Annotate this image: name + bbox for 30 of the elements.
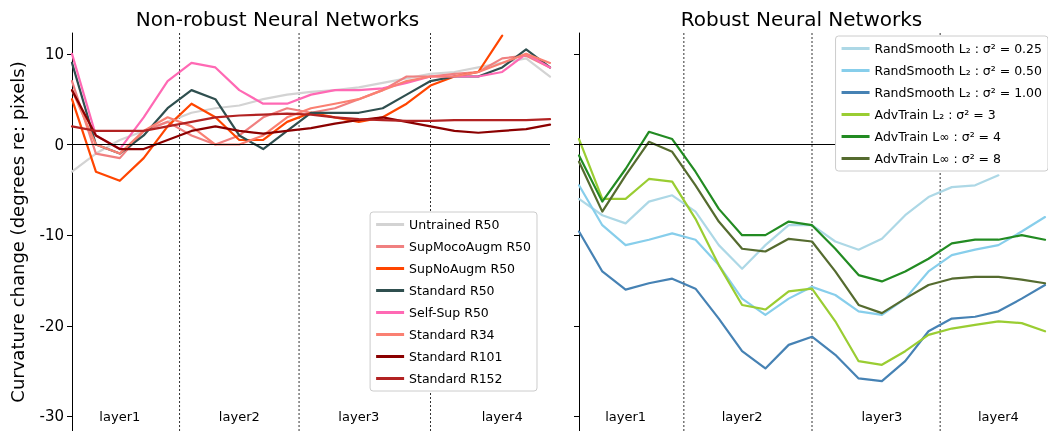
x-tick-label: layer4 — [481, 409, 523, 424]
legend-label: Standard R152 — [409, 371, 503, 386]
y-tick-label: -30 — [39, 407, 64, 426]
legend-label: Untrained R50 — [409, 217, 500, 232]
legend-label: Standard R50 — [409, 283, 495, 298]
x-tick-label: layer4 — [977, 409, 1019, 424]
y-tick-label: 0 — [54, 135, 64, 154]
legend-label: AdvTrain L₂ : σ² = 3 — [874, 107, 996, 122]
chart-title: Non-robust Neural Networks — [135, 7, 420, 31]
legend-label: Standard R101 — [409, 349, 503, 364]
y-tick-label: -20 — [39, 316, 64, 335]
x-tick-label: layer2 — [218, 409, 260, 424]
x-tick-label: layer2 — [721, 409, 763, 424]
legend-label: RandSmooth L₂ : σ² = 1.00 — [874, 85, 1043, 100]
x-tick-label: layer1 — [99, 409, 141, 424]
legend-label: SupNoAugm R50 — [409, 261, 516, 276]
x-tick-label: layer3 — [861, 409, 903, 424]
legend-label: RandSmooth L₂ : σ² = 0.25 — [874, 41, 1042, 56]
x-tick-label: layer3 — [338, 409, 380, 424]
x-tick-label: layer1 — [605, 409, 647, 424]
legend-label: SupMocoAugm R50 — [409, 239, 532, 254]
legend-label: RandSmooth L₂ : σ² = 0.50 — [874, 63, 1043, 78]
y-tick-label: 10 — [44, 44, 64, 63]
chart-title: Robust Neural Networks — [680, 7, 923, 31]
y-tick-label: -10 — [39, 226, 64, 245]
legend-label: Standard R34 — [409, 327, 495, 342]
legend-label: AdvTrain L∞ : σ² = 8 — [874, 151, 1002, 166]
legend-label: AdvTrain L∞ : σ² = 4 — [874, 129, 1002, 144]
legend-label: Self-Sup R50 — [409, 305, 489, 320]
y-axis-title: Curvature change (degrees re: pixels) — [6, 61, 28, 403]
